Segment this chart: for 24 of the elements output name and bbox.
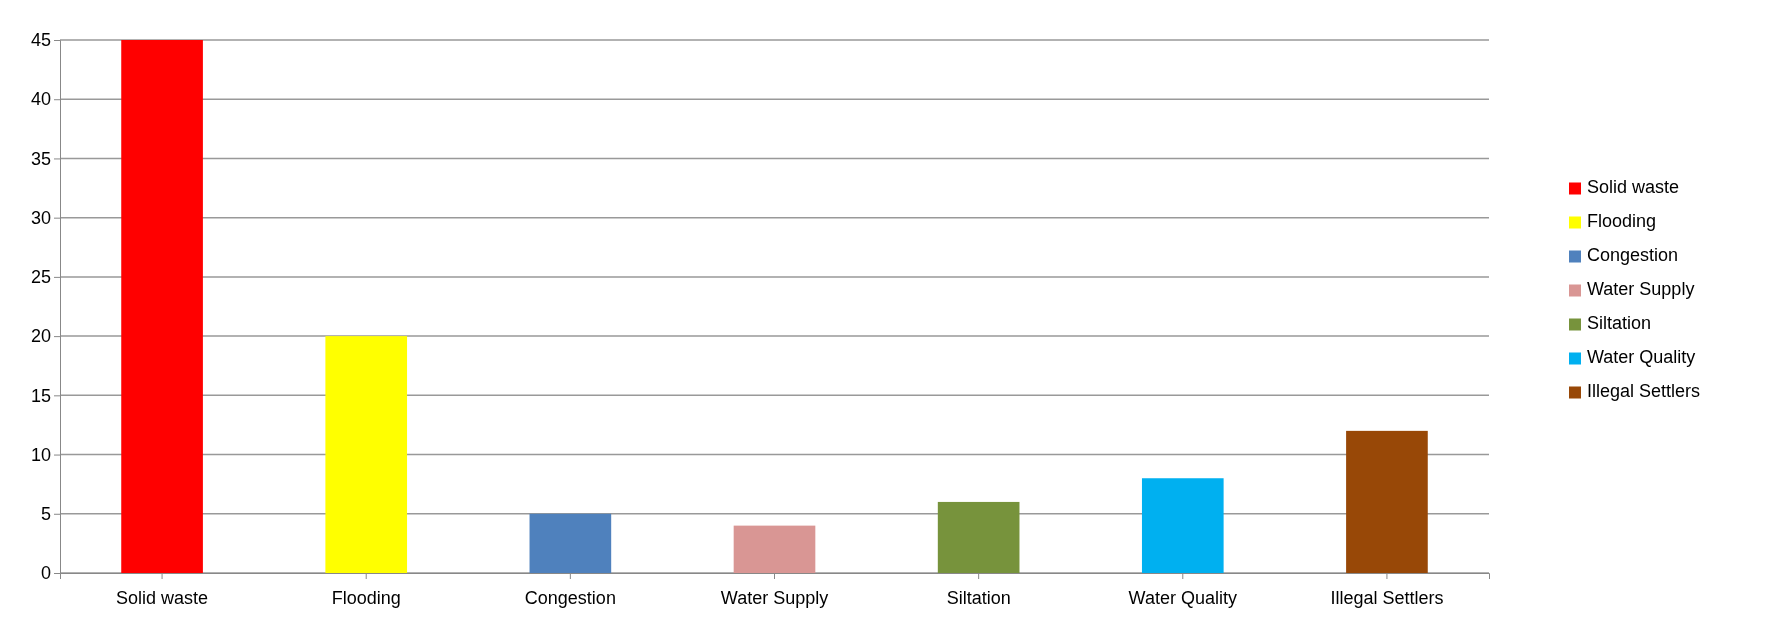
x-tick-label: Solid waste — [116, 587, 209, 608]
y-tick-label: 45 — [30, 30, 51, 51]
legend-label: Solid waste — [1587, 176, 1680, 197]
y-tick-label: 15 — [30, 385, 51, 406]
y-tick-label: 40 — [30, 89, 51, 110]
x-tick-label: Congestion — [524, 587, 616, 608]
y-tick-label: 30 — [30, 207, 51, 228]
y-tick-label: 20 — [30, 326, 51, 347]
legend-label: Water Supply — [1587, 278, 1695, 299]
legend-label: Water Quality — [1587, 346, 1696, 367]
x-tick-label: Water Quality — [1128, 587, 1237, 608]
y-tick-label: 10 — [30, 444, 51, 465]
legend-label: Congestion — [1587, 244, 1679, 265]
y-tick-label: 5 — [40, 504, 51, 525]
x-tick-label: Siltation — [946, 587, 1011, 608]
legend-label: Illegal Settlers — [1587, 380, 1701, 401]
x-tick-label: Flooding — [331, 587, 401, 608]
y-tick-label: 35 — [30, 148, 51, 169]
y-tick-label: 25 — [30, 267, 51, 288]
y-tick-label: 0 — [40, 563, 51, 584]
legend-label: Siltation — [1587, 312, 1652, 333]
legend-label: Flooding — [1587, 210, 1657, 231]
x-tick-label: Illegal Settlers — [1330, 587, 1444, 608]
x-tick-label: Water Supply — [720, 587, 829, 608]
